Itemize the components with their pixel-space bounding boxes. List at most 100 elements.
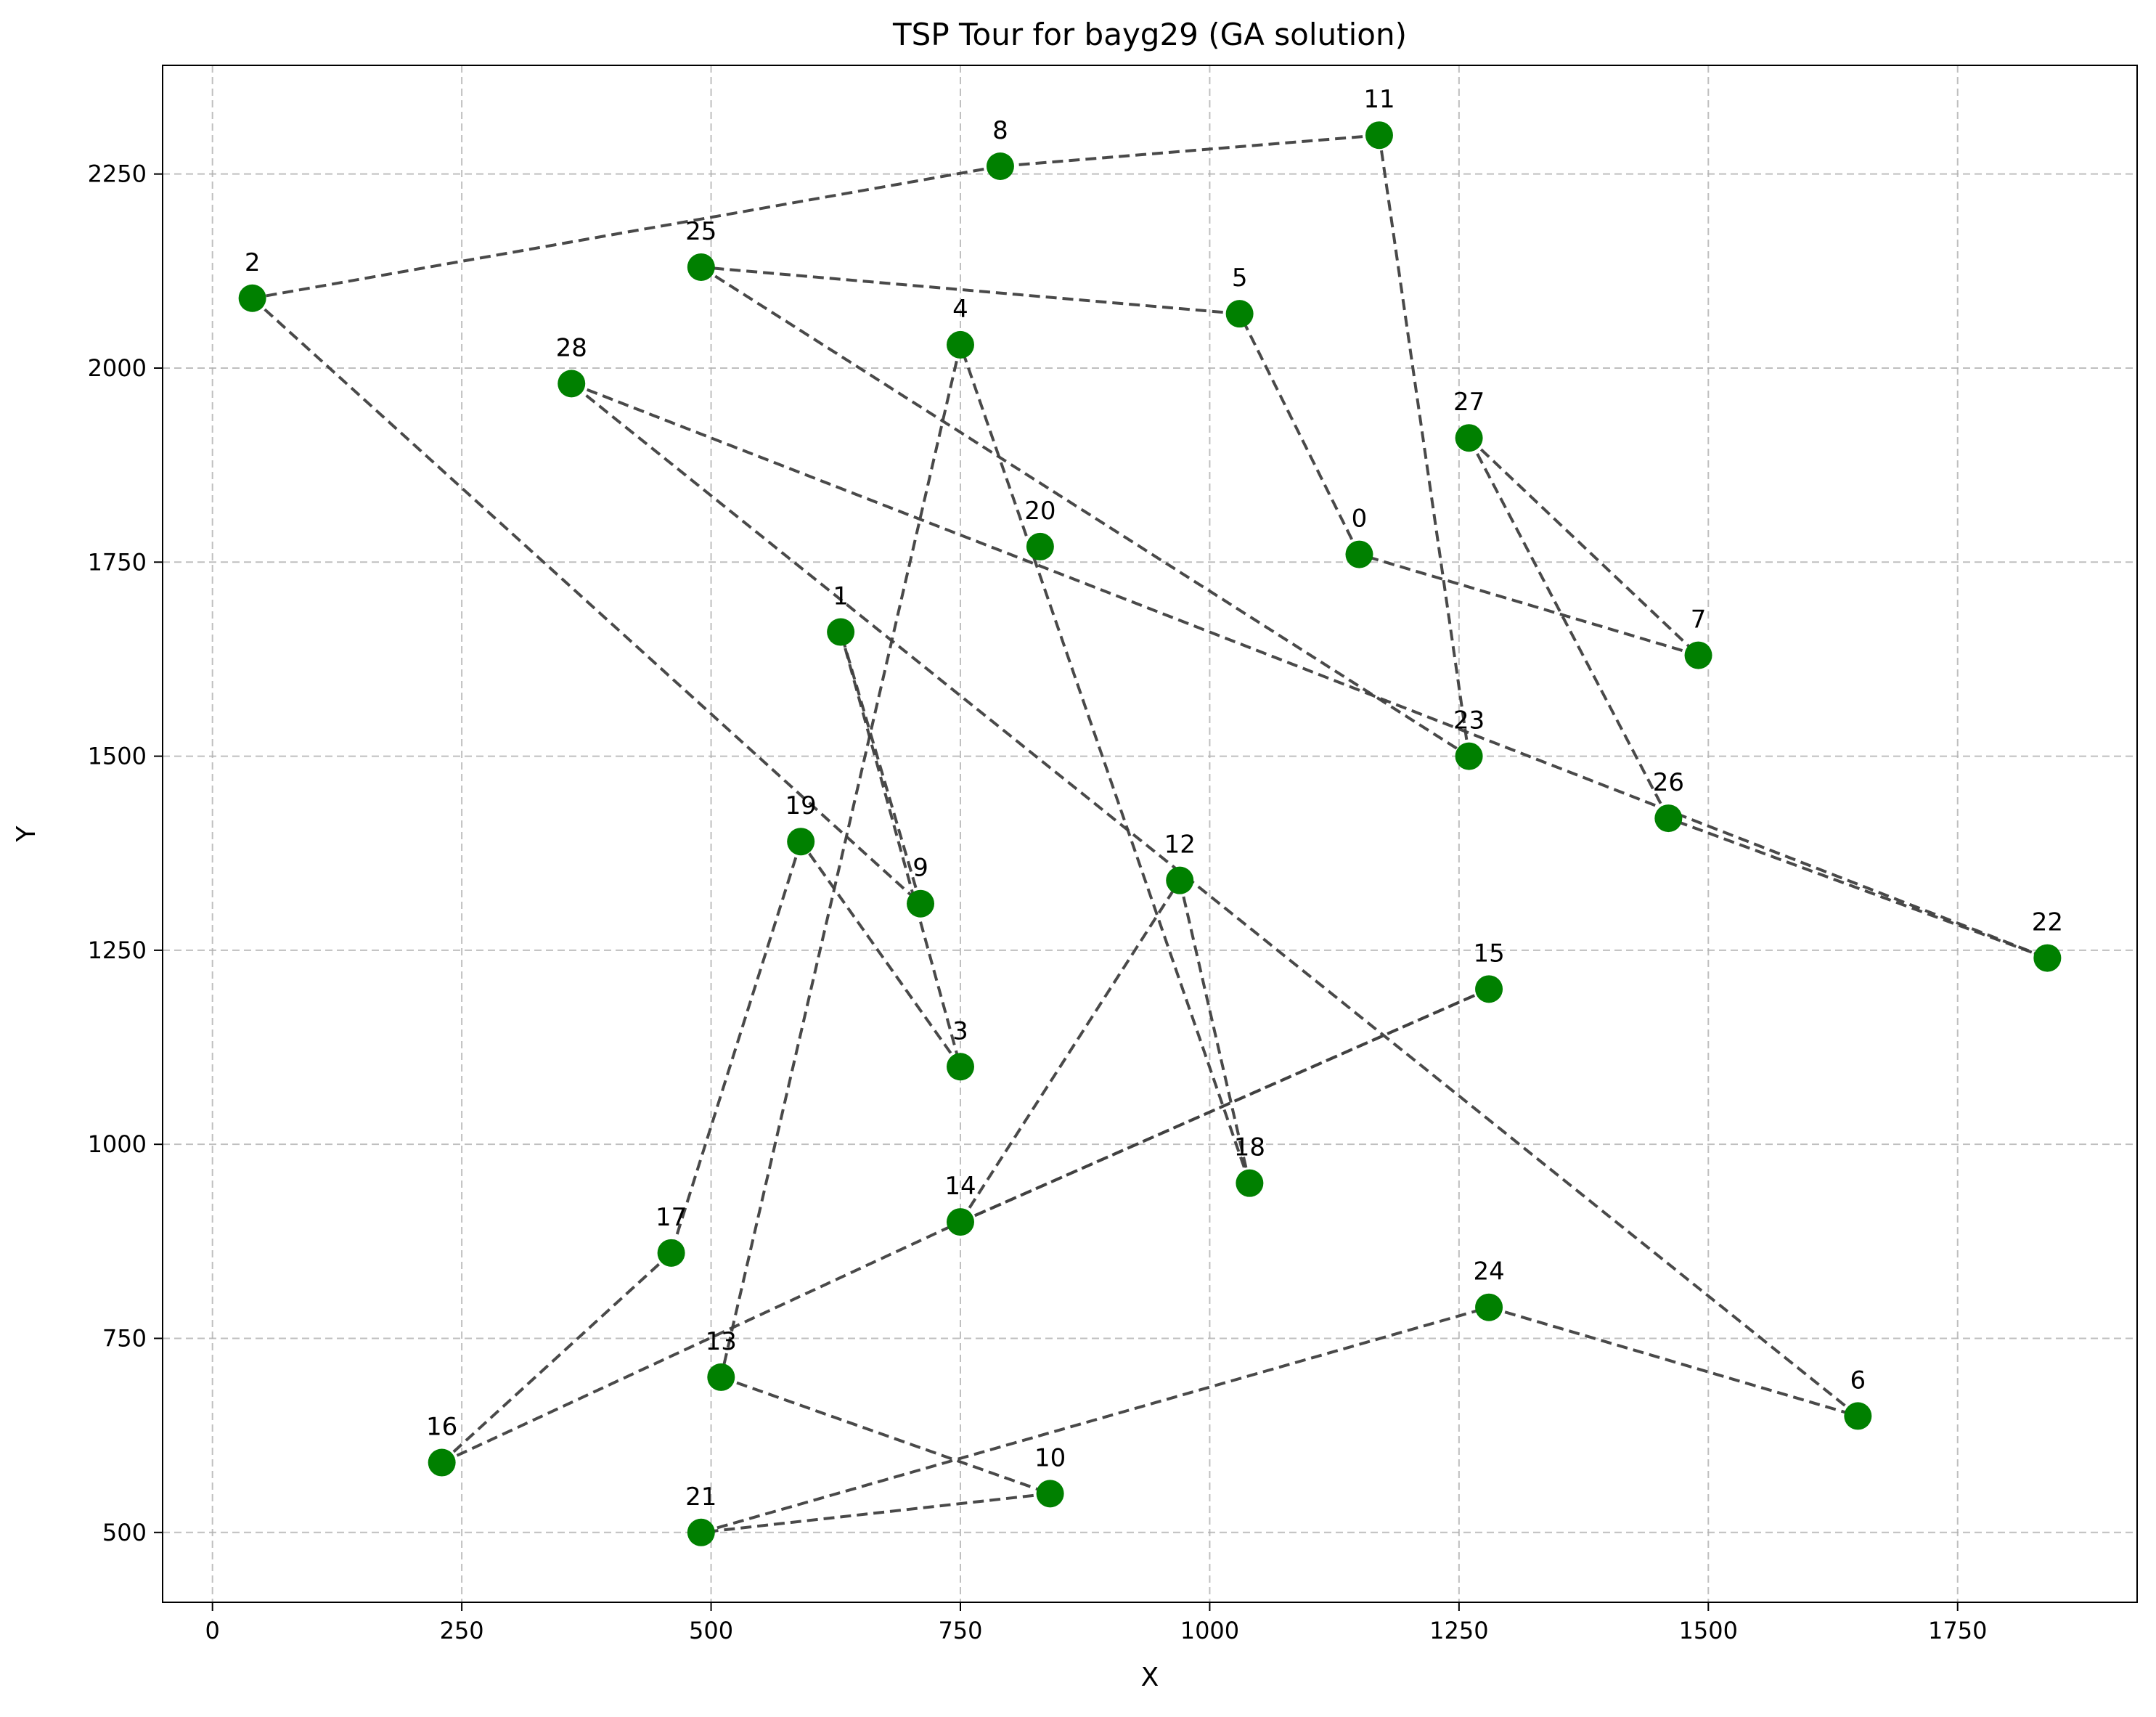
city-label: 16 [426,1413,457,1442]
tour-segment [571,382,2049,960]
x-tick-label: 250 [440,1617,484,1644]
x-tick-label: 1750 [1928,1617,1987,1644]
city-label: 27 [1453,388,1485,417]
tour-segment [839,631,922,905]
tour-segment [700,266,1470,758]
y-axis-ticks: 500 750 1000 1250 1500 1750 2000 2250 [88,160,163,1546]
city-label: 11 [1363,85,1395,114]
city-label: 8 [992,116,1008,145]
city-label: 23 [1453,706,1485,735]
tour-segment [1000,134,1380,168]
tour-segment [1178,880,1251,1184]
city-label: 25 [685,217,716,246]
city-label: 22 [2032,908,2063,937]
y-axis-label: Y [12,825,41,843]
x-tick-label: 500 [689,1617,733,1644]
city-label: 6 [1850,1366,1866,1395]
x-axis-ticks: 0 250 500 750 1000 1250 1500 1750 [205,1602,1987,1644]
city-label: 1 [833,582,849,611]
city-label: 3 [952,1016,968,1045]
city-point [2033,944,2062,972]
city-labels: 0123456789101112131415161718192021222324… [245,85,2063,1512]
x-tick-label: 1250 [1429,1617,1488,1644]
city-label: 13 [706,1327,737,1356]
city-point [657,1239,685,1267]
city-label: 0 [1352,505,1368,534]
plot-frame [162,65,2138,1603]
city-point [1365,121,1393,150]
city-label: 15 [1473,939,1504,968]
y-tick-label: 1750 [88,548,147,576]
city-point [1345,540,1373,568]
tour-segment [701,1305,1490,1534]
city-point [1455,742,1483,770]
y-tick-label: 1000 [88,1130,147,1158]
tour-segment [441,1220,961,1464]
tour-segment [719,344,962,1378]
city-label: 14 [944,1172,976,1201]
chart-title: TSP Tour for bayg29 (GA solution) [892,17,1407,52]
x-tick-label: 1000 [1180,1617,1239,1644]
city-label: 24 [1473,1257,1504,1286]
tour-segment [959,879,1181,1223]
city-label: 2 [245,248,261,277]
grid [163,65,2137,1602]
city-label: 4 [952,295,968,324]
city-point [1236,1169,1264,1197]
y-tick-label: 1250 [88,937,147,964]
city-label: 28 [556,333,587,362]
city-point [1166,866,1194,894]
city-point [946,330,974,359]
city-point [1654,804,1683,833]
city-point [1684,641,1712,669]
city-label: 19 [785,791,817,820]
tour-segment [441,1252,672,1464]
tour-segment [1667,817,2049,960]
tour-segment [701,265,1240,316]
city-point [787,828,815,856]
city-label: 21 [685,1483,716,1512]
tour-segment [839,631,962,1067]
x-tick-label: 1500 [1679,1617,1738,1644]
city-point [707,1363,735,1391]
tour-segment [799,841,962,1068]
city-point [687,253,715,281]
tour-segment [1467,437,1670,820]
city-point [238,284,266,312]
city-point [1225,300,1254,328]
tour-segment [1468,436,1699,657]
tour-segment [669,841,803,1254]
city-point [1475,975,1503,1003]
city-point [1455,424,1483,452]
tour-segment [252,165,1001,300]
city-points [238,121,2062,1546]
city-point [986,152,1014,180]
x-tick-label: 0 [205,1617,220,1644]
city-point [1475,1293,1503,1321]
city-point [1844,1402,1872,1430]
city-point [907,889,935,918]
tour-segment [960,987,1490,1223]
city-label: 5 [1232,264,1248,293]
city-label: 17 [656,1203,687,1232]
city-label: 10 [1034,1443,1066,1472]
tour-segment [570,382,1859,1417]
city-point [687,1518,715,1546]
tour-segment [1238,313,1361,555]
x-tick-label: 750 [938,1617,982,1644]
city-point [827,618,855,646]
y-tick-label: 1500 [88,743,147,770]
y-tick-label: 500 [102,1519,147,1546]
tour-segment [1488,1305,1858,1418]
y-tick-label: 2000 [88,354,147,382]
city-label: 9 [912,854,928,883]
tour-segment [720,1376,1051,1496]
tour-segment [959,344,1251,1184]
tour-segment [251,297,922,905]
y-tick-label: 2250 [88,160,147,188]
city-label: 20 [1024,497,1055,526]
tour-segment [701,1492,1050,1534]
tour-segment [1377,134,1471,756]
city-point [946,1053,974,1081]
